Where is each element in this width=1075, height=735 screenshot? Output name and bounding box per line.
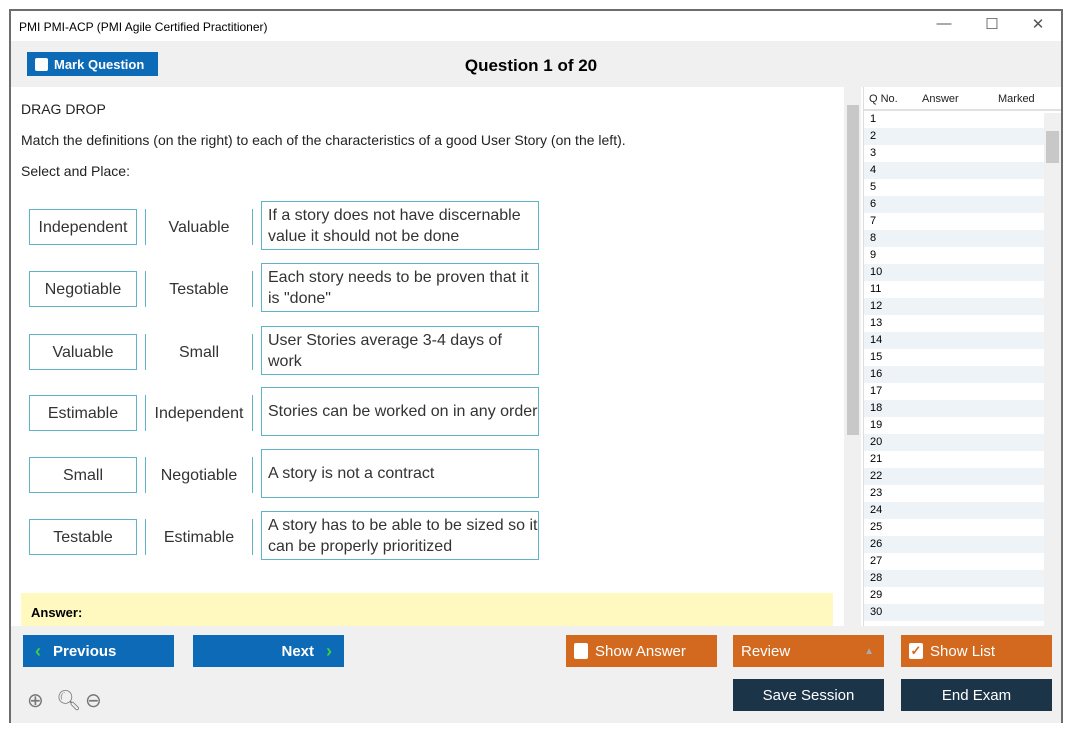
- list-row[interactable]: 10: [864, 264, 1046, 281]
- list-scrollbar-thumb[interactable]: [1046, 131, 1059, 163]
- next-button[interactable]: Next ›: [193, 635, 344, 667]
- question-type: DRAG DROP: [21, 101, 106, 117]
- close-button[interactable]: ✕: [1031, 16, 1045, 33]
- maximize-button[interactable]: ☐: [985, 16, 999, 33]
- review-dropdown[interactable]: Review ▲: [733, 635, 884, 667]
- list-row[interactable]: 8: [864, 230, 1046, 247]
- next-label: Next: [281, 642, 314, 660]
- drag-drop-middle-item: Independent: [145, 395, 253, 431]
- list-row[interactable]: 11: [870, 283, 882, 295]
- drag-drop-definition: A story is not a contract: [261, 449, 539, 498]
- list-row[interactable]: 13: [870, 317, 883, 329]
- list-row[interactable]: 4: [864, 162, 1046, 179]
- list-row[interactable]: 18: [864, 400, 1046, 417]
- drag-drop-left-item: Negotiable: [29, 271, 137, 307]
- title-bar: PMI PMI-ACP (PMI Agile Certified Practit…: [11, 11, 1061, 41]
- caret-up-icon: ▲: [864, 645, 874, 657]
- end-exam-button[interactable]: End Exam: [901, 679, 1052, 711]
- checkbox-checked-icon: ✓: [909, 643, 923, 659]
- list-row[interactable]: 27: [870, 555, 883, 567]
- list-row[interactable]: 1: [870, 113, 877, 125]
- list-row[interactable]: 23: [870, 487, 883, 499]
- list-row[interactable]: 21: [870, 453, 883, 465]
- toolbar: Mark Question Question 1 of 20: [11, 41, 1061, 87]
- list-row[interactable]: 7: [870, 215, 877, 227]
- minimize-button[interactable]: —: [936, 15, 952, 32]
- chevron-right-icon: ›: [326, 640, 332, 661]
- list-row[interactable]: 2: [864, 128, 1046, 145]
- list-row[interactable]: 16: [864, 366, 1046, 383]
- window-title: PMI PMI-ACP (PMI Agile Certified Practit…: [19, 20, 268, 34]
- drag-drop-left-item: Independent: [29, 209, 137, 245]
- answer-section: Answer:: [21, 593, 833, 626]
- answer-label: Answer:: [31, 605, 83, 620]
- list-row[interactable]: 17: [870, 385, 883, 397]
- checkbox-icon: [35, 57, 48, 71]
- chevron-left-icon: ‹: [35, 640, 41, 661]
- drag-drop-definition: Each story needs to be proven that it is…: [261, 263, 539, 312]
- mark-question-label: Mark Question: [54, 56, 145, 72]
- list-row[interactable]: 24: [864, 502, 1046, 519]
- list-row[interactable]: 3: [870, 147, 877, 159]
- drag-drop-middle-item: Valuable: [145, 209, 253, 245]
- list-row[interactable]: 22: [864, 468, 1046, 485]
- list-scrollbar[interactable]: [1044, 113, 1061, 626]
- list-header: Q No. Answer Marked: [864, 87, 1061, 111]
- checkbox-icon: [574, 643, 588, 659]
- list-row[interactable]: 12: [864, 298, 1046, 315]
- list-row[interactable]: 28: [864, 570, 1046, 587]
- col-answer: Answer: [922, 93, 959, 105]
- previous-label: Previous: [53, 642, 117, 660]
- show-list-button[interactable]: ✓ Show List: [901, 635, 1052, 667]
- review-label: Review: [741, 642, 791, 660]
- drag-drop-middle-item: Small: [145, 334, 253, 370]
- list-row[interactable]: 25: [870, 521, 883, 533]
- app-window: PMI PMI-ACP (PMI Agile Certified Practit…: [9, 9, 1063, 723]
- list-row[interactable]: 30: [864, 604, 1046, 621]
- previous-button[interactable]: ‹ Previous: [23, 635, 174, 667]
- list-row[interactable]: 5: [870, 181, 877, 193]
- drag-drop-definition: A story has to be able to be sized so it…: [261, 511, 539, 560]
- show-list-label: Show List: [930, 642, 996, 660]
- question-content: DRAG DROP Match the definitions (on the …: [11, 87, 861, 626]
- drag-drop-image: Independent Valuable If a story does not h…: [25, 197, 545, 567]
- drag-drop-middle-item: Estimable: [145, 519, 253, 555]
- question-prompt: Match the definitions (on the right) to …: [21, 132, 626, 148]
- drag-drop-left-item: Valuable: [29, 334, 137, 370]
- drag-drop-left-item: Estimable: [29, 395, 137, 431]
- question-instruction: Select and Place:: [21, 163, 130, 179]
- question-list: Q No. Answer Marked 1 2 3 4 5 6 7 8 9 10 11 12 13 14 1…: [863, 87, 1061, 626]
- col-qno: Q No.: [869, 93, 898, 105]
- save-session-button[interactable]: Save Session: [733, 679, 884, 711]
- list-row[interactable]: 14: [864, 332, 1046, 349]
- drag-drop-definition: User Stories average 3-4 days of work: [261, 326, 539, 375]
- drag-drop-left-item: Testable: [29, 519, 137, 555]
- list-row[interactable]: 20: [864, 434, 1046, 451]
- drag-drop-definition: Stories can be worked on in any order: [261, 387, 539, 436]
- content-scrollbar[interactable]: [844, 87, 861, 626]
- zoom-reset-icon[interactable]: 🔍︎: [56, 690, 82, 712]
- list-row[interactable]: 26: [864, 536, 1046, 553]
- drag-drop-middle-item: Negotiable: [145, 457, 253, 493]
- list-row[interactable]: 29: [870, 589, 883, 601]
- mark-question-button[interactable]: Mark Question: [27, 52, 158, 76]
- col-marked: Marked: [998, 93, 1035, 105]
- list-row[interactable]: 6: [864, 196, 1046, 213]
- drag-drop-definition: If a story does not have discernable val…: [261, 201, 539, 250]
- show-answer-label: Show Answer: [595, 642, 686, 660]
- drag-drop-left-item: Small: [29, 457, 137, 493]
- drag-drop-middle-item: Testable: [145, 271, 253, 307]
- list-row[interactable]: 19: [870, 419, 883, 431]
- scrollbar-thumb[interactable]: [847, 105, 859, 435]
- list-row[interactable]: 9: [870, 249, 877, 261]
- question-title: Question 1 of 20: [464, 56, 598, 75]
- bottom-bar: ‹ Previous Next › Show Answer Review ▲ ✓ Sho…: [11, 626, 1061, 723]
- zoom-out-icon[interactable]: ⊖: [85, 690, 102, 712]
- zoom-in-icon[interactable]: ⊕: [27, 690, 44, 712]
- list-row[interactable]: 15: [870, 351, 883, 363]
- show-answer-button[interactable]: Show Answer: [566, 635, 717, 667]
